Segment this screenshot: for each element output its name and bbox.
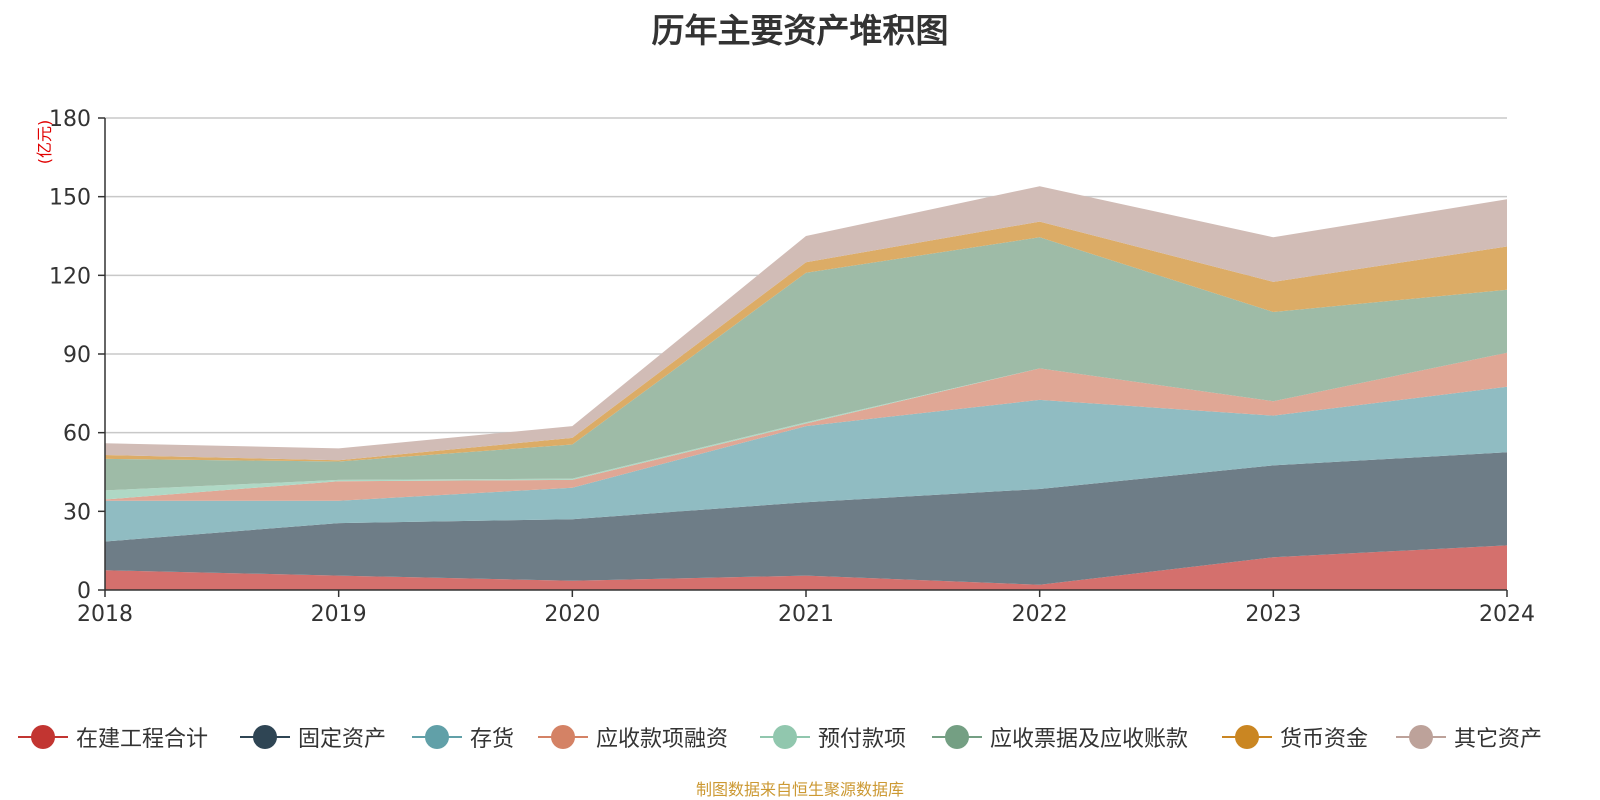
legend-label: 应收款项融资: [596, 727, 729, 752]
legend-label: 预付款项: [818, 727, 907, 752]
y-tick-label: 120: [49, 264, 91, 289]
y-tick-label: 0: [77, 579, 91, 604]
area-series-6: [105, 221, 1507, 462]
legend-marker-icon: [18, 724, 68, 750]
legend-item[interactable]: 存货: [412, 717, 514, 757]
x-tick-label: 2020: [544, 602, 600, 627]
stacked-areas: [104, 186, 1508, 590]
y-tick-label: 90: [63, 343, 91, 368]
legend-marker-icon: [932, 724, 982, 750]
y-tick-label: 60: [63, 422, 91, 447]
legend-label: 其它资产: [1454, 727, 1543, 752]
legend-item[interactable]: 应收款项融资: [538, 717, 728, 757]
legend-marker-icon: [1396, 724, 1446, 750]
legend-label: 在建工程合计: [76, 727, 209, 752]
legend-item[interactable]: 其它资产: [1396, 717, 1542, 757]
legend-item[interactable]: 货币资金: [1222, 717, 1368, 757]
area-series-0: [105, 545, 1507, 590]
legend-marker-icon: [412, 724, 462, 750]
legend-label: 应收票据及应收账款: [990, 727, 1189, 752]
legend-item[interactable]: 预付款项: [760, 717, 906, 757]
y-axis-unit-label: (亿元): [35, 120, 54, 165]
area-series-1: [105, 452, 1507, 585]
chart-title: 历年主要资产堆积图: [651, 11, 949, 50]
legend-item[interactable]: 应收票据及应收账款: [932, 717, 1188, 757]
legend-item[interactable]: 固定资产: [240, 717, 386, 757]
legend-marker-icon: [1222, 724, 1272, 750]
x-tick-label: 2019: [311, 602, 367, 627]
legend-marker-icon: [760, 724, 810, 750]
legend-label: 存货: [470, 727, 515, 752]
x-tick-label: 2022: [1012, 602, 1068, 627]
x-tick-label: 2021: [778, 602, 834, 627]
source-note: 制图数据来自恒生聚源数据库: [695, 780, 904, 799]
y-tick-label: 30: [63, 500, 91, 525]
area-series-7: [105, 186, 1507, 461]
y-tick-label: 180: [49, 107, 91, 132]
legend-label: 固定资产: [298, 727, 387, 752]
area-series-2: [105, 386, 1507, 542]
x-tick-label: 2018: [77, 602, 133, 627]
legend-label: 货币资金: [1280, 727, 1369, 752]
legend-marker-icon: [240, 724, 290, 750]
legend-marker-icon: [538, 724, 588, 750]
area-series-5: [105, 237, 1507, 491]
axes: 0 30 60 90 120 150 180 2018 2019 2020 2021 2022 2023…: [49, 107, 1535, 627]
x-tick-label: 2023: [1245, 602, 1301, 627]
legend: 在建工程合计 固定资产 存货 应收款项融资 预付款项 应收票据及应收账款 货币资金 其它资产: [0, 717, 1600, 757]
x-tick-label: 2024: [1479, 602, 1535, 627]
area-series-3: [105, 352, 1507, 501]
y-tick-label: 150: [49, 186, 91, 211]
area-series-4: [105, 352, 1507, 500]
legend-item[interactable]: 在建工程合计: [18, 717, 208, 757]
